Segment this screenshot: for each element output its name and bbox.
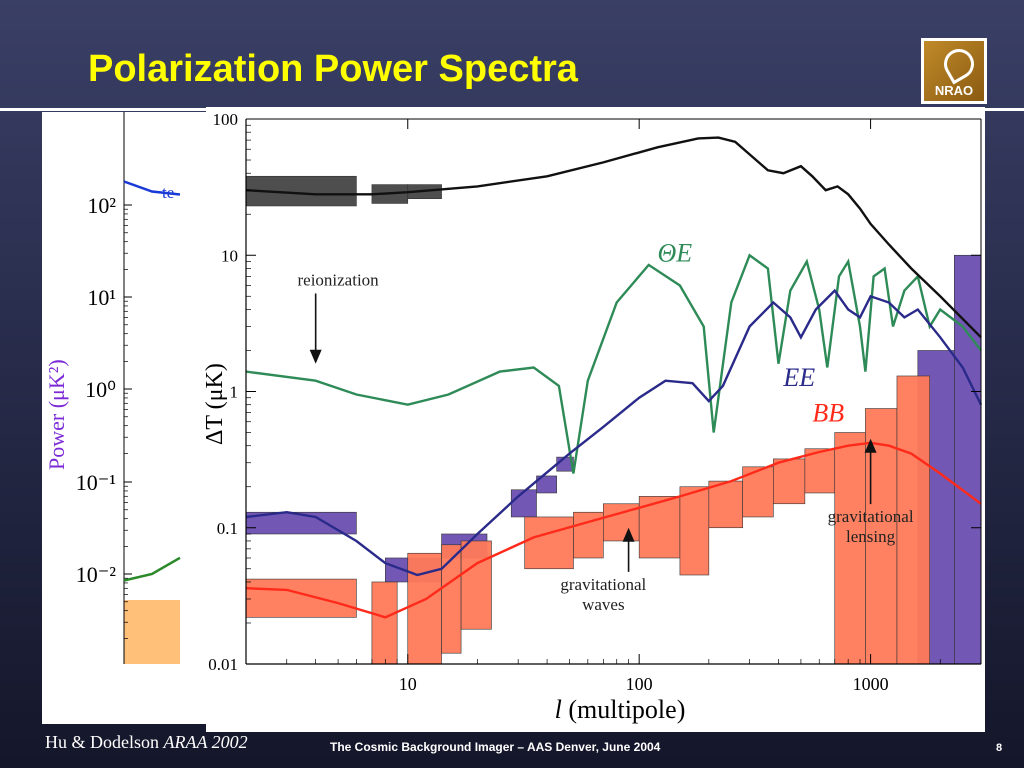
error-box-bb [896, 375, 930, 665]
bg-series-green [123, 556, 181, 582]
logo-text: NRAO [934, 83, 974, 98]
error-box-bb [708, 480, 743, 529]
y-tick-label: 100 [213, 110, 239, 129]
bg-y-axis-label: Power (μK²) [44, 359, 69, 470]
error-box-bb [679, 486, 710, 576]
annotation-arrow-head [309, 349, 322, 364]
error-box-ee [953, 254, 982, 665]
annotation-line: gravitational [828, 507, 914, 526]
annotation-line: waves [582, 595, 624, 614]
x-tick-label: 100 [626, 674, 653, 694]
annotation-arrow-head [864, 438, 877, 453]
series-label-ee: EE [782, 363, 815, 392]
error-box-ee [536, 475, 557, 494]
citation-authors: Hu & Dodelson [45, 732, 159, 752]
error-box-bb [804, 448, 836, 494]
bg-y-tick-label: 10⁰ [85, 377, 116, 402]
y-axis-label: ΔT (μK) [202, 363, 228, 445]
footer-title: The Cosmic Background Imager – AAS Denve… [330, 740, 661, 754]
citation: Hu & Dodelson ARAA 2002 [45, 732, 248, 753]
error-box-bb [773, 458, 806, 505]
x-axis-label-rest: (multipole) [568, 695, 685, 724]
error-box-bb [371, 581, 398, 665]
error-box-bb [441, 544, 462, 654]
annotation-line: lensing [846, 527, 896, 546]
bg-series-te [123, 180, 181, 196]
series-line-ee [245, 288, 983, 577]
series-label-bb: BB [812, 399, 844, 428]
y-tick-label: 1 [230, 383, 239, 402]
bg-y-axis-label-unit: (μK²) [44, 359, 69, 408]
bg-y-tick-label: 10² [87, 193, 116, 218]
slide-title: Polarization Power Spectra [88, 48, 578, 90]
annotation-line: reionization [297, 270, 379, 289]
error-box-ee [510, 489, 537, 518]
error-box-bb [742, 466, 774, 518]
series-line-e-te [245, 253, 982, 474]
series-label-e: ΘE [657, 238, 692, 267]
series-line-tt [245, 136, 982, 339]
x-axis-label: l (multipole) [555, 695, 686, 724]
bg-y-axis-label-main: Power [44, 408, 69, 470]
x-tick-label: 10 [399, 674, 417, 694]
error-box-bb [460, 540, 492, 630]
page-number: 8 [996, 742, 1003, 754]
y-tick-label: 0.01 [208, 655, 238, 674]
annotation-arrow-head [622, 527, 635, 542]
annotation-gravitational: gravitational waves [560, 575, 646, 614]
bg-y-tick-label: 10⁻² [76, 562, 117, 587]
bg-fill-region [124, 600, 180, 664]
series-line-bb [245, 441, 982, 619]
citation-journal: ARAA 2002 [163, 732, 248, 752]
error-box-bb [834, 432, 866, 665]
bg-partial-label: te [162, 183, 174, 202]
annotation-gravitational: gravitational lensing [828, 507, 914, 546]
y-tick-label: 0.1 [217, 519, 238, 538]
annotation-line: gravitational [560, 575, 646, 594]
background-chart: 10² 10¹ 10⁰ 10⁻¹ 10⁻² Power (μK²) te [44, 112, 181, 664]
nrao-logo: NRAO [921, 38, 987, 104]
bg-y-tick-label: 10¹ [87, 285, 116, 310]
error-box-bb [245, 578, 357, 618]
annotation-reionization: reionization [297, 270, 379, 289]
x-tick-label: 1000 [853, 674, 889, 694]
y-tick-label: 10 [221, 246, 238, 265]
main-chart: 0.01 0.1 1 10 100 10 100 1000 l (multipole) ΔT (μ… [202, 107, 985, 732]
bg-y-tick-label: 10⁻¹ [76, 470, 116, 495]
error-box-bb [407, 552, 442, 665]
error-box-bb [524, 516, 574, 570]
x-axis-label-var: l [555, 695, 569, 724]
